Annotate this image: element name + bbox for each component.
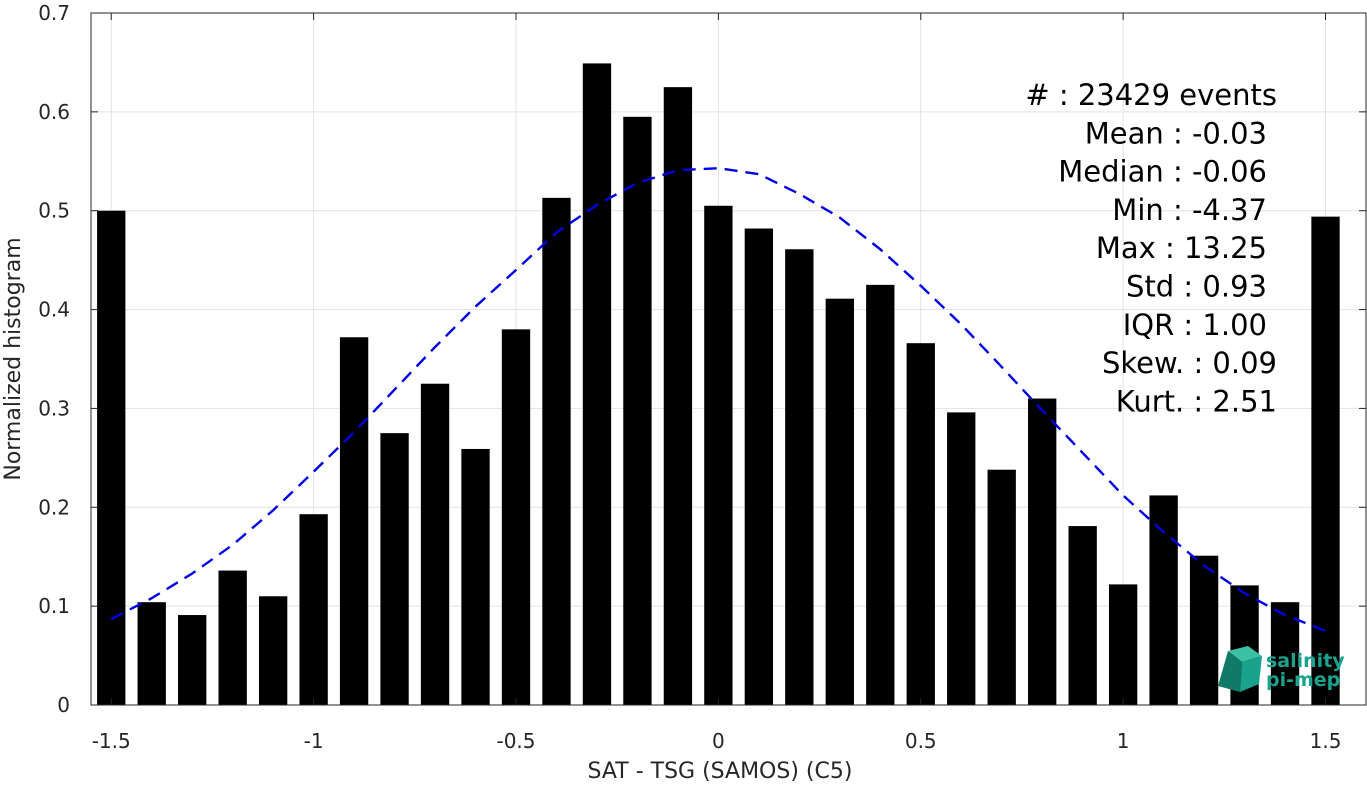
histogram-bar [663,87,693,705]
y-tick-labels: 0 0.1 0.2 0.3 0.4 0.5 0.6 0.7 [38,1,70,717]
stat-line: Median : -0.06 [1058,155,1267,189]
logo-text-salinity: salinity [1266,650,1345,672]
histogram-bar [744,228,774,705]
histogram-bar [137,602,166,705]
histogram-bar [987,469,1016,705]
stat-line: Mean : -0.03 [1085,116,1267,150]
y-tick-label: 0.7 [38,1,70,25]
salinity-pimep-logo: salinity pi-mep [1218,646,1345,692]
histogram-bar [178,615,207,705]
x-tick-label: 0.5 [905,729,937,753]
histogram-bar [1311,216,1340,705]
histogram-bar [623,116,652,706]
y-tick-label: 0 [57,693,70,717]
histogram-bar [906,343,935,705]
y-tick-label: 0.4 [38,298,70,322]
histogram-bar [825,298,854,705]
plot-frame [90,12,1367,706]
x-tick-labels: -1.5 -1 -0.5 0 0.5 1 1.5 [92,729,1342,753]
histogram-bar [542,197,571,705]
x-tick-label: -1.5 [92,729,131,753]
histogram-bar [866,284,895,705]
y-tick-label: 0.2 [38,495,70,519]
histogram-bar [218,570,247,705]
y-tick-label: 0.3 [38,396,70,420]
histogram-bar [785,249,814,706]
x-tick-label: 0 [712,729,725,753]
cube-icon [1218,646,1262,692]
histogram-bar [258,596,288,705]
histogram-bar [1068,526,1097,705]
histogram-bar [1149,495,1178,705]
x-axis-label: SAT - TSG (SAMOS) (C5) [588,759,853,784]
histogram-bar [1189,555,1219,705]
histogram-bar [420,383,450,705]
x-tick-label: -1 [304,729,324,753]
histogram-bar [97,210,126,705]
histogram-bar [299,514,328,705]
stats-box: # : 23429 events Mean : -0.03 Median : -0.… [1025,78,1277,418]
stat-line: Skew. : 0.09 [1102,346,1277,380]
y-tick-label: 0.5 [38,199,70,223]
histogram-bar [1028,398,1057,705]
histogram-bar [380,433,409,705]
x-tick-label: 1.5 [1310,729,1342,753]
stat-line: Kurt. : 2.51 [1116,384,1277,418]
stat-line: Std : 0.93 [1126,270,1267,304]
histogram-bar [582,63,612,706]
histogram-bar [339,337,369,705]
x-tick-label: -0.5 [496,729,535,753]
bars [97,63,1340,706]
axis-ticks [91,12,1366,706]
y-axis-label: Normalized histogram [1,237,26,480]
histogram-bar [501,329,531,705]
stat-line: # : 23429 events [1025,78,1277,112]
stat-line: Min : -4.37 [1112,193,1267,227]
histogram-bar [1108,584,1138,705]
histogram-bar [704,205,733,705]
stat-line: Max : 13.25 [1096,231,1267,265]
stat-line: IQR : 1.00 [1123,308,1267,342]
x-tick-label: 1 [1117,729,1130,753]
histogram-bar [947,412,976,705]
histogram-bar [461,448,490,705]
y-tick-label: 0.6 [38,100,70,124]
y-tick-label: 0.1 [38,594,70,618]
logo-text-pimep: pi-mep [1266,669,1340,691]
